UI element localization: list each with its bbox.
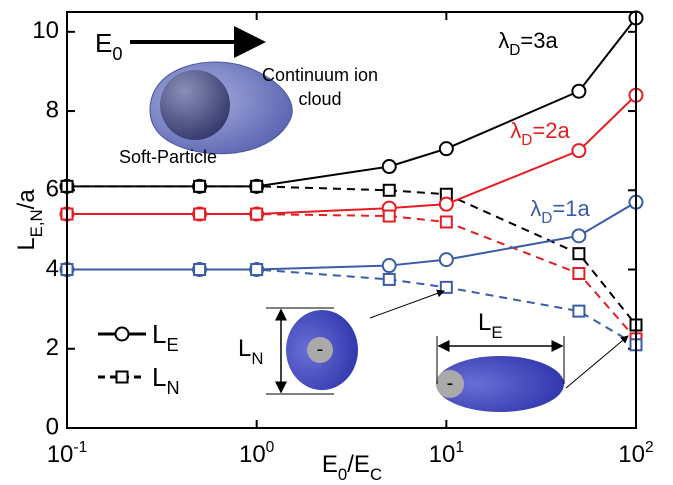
y-axis-label: LE,N/a	[13, 189, 46, 251]
series-label: λD=1a	[530, 196, 590, 227]
series-label: λD=3a	[498, 28, 558, 59]
marker	[384, 211, 395, 222]
marker	[251, 264, 262, 275]
marker	[117, 372, 128, 383]
marker	[383, 160, 396, 173]
particle-label: Soft-Particle	[119, 147, 217, 167]
text-part: 0	[112, 44, 122, 64]
text-part: =2a	[532, 118, 570, 143]
y-tick-label: 0	[46, 413, 59, 440]
text-part: λ	[530, 196, 541, 221]
series-label: λD=2a	[510, 118, 570, 149]
pointer-arrow	[370, 291, 444, 318]
series-line	[67, 186, 636, 325]
text-part: D	[509, 42, 520, 59]
x-tick-label: 101	[429, 439, 464, 469]
marker	[384, 185, 395, 196]
text-part: E	[491, 323, 502, 342]
marker	[573, 268, 584, 279]
cloud-label: Continuum ion	[262, 65, 378, 85]
marker	[572, 85, 585, 98]
marker	[383, 259, 396, 272]
charge-label: -	[317, 338, 324, 360]
text-part: E,N	[27, 209, 46, 237]
text-part: 0	[338, 465, 347, 484]
chart: 024681010-1100101102 E0 Continuum ion cl…	[0, 0, 673, 485]
marker	[194, 209, 205, 220]
marker	[572, 144, 585, 157]
legend-label: LE	[152, 319, 179, 355]
marker	[194, 264, 205, 275]
text-part: λ	[510, 118, 521, 143]
text-part: D	[521, 132, 532, 149]
text-part: L	[478, 309, 491, 336]
marker	[384, 274, 395, 285]
inset-label: LN	[238, 335, 263, 368]
marker	[573, 306, 584, 317]
field-label: E0	[95, 28, 122, 64]
text-part: N	[166, 378, 179, 398]
text-part: E	[95, 28, 112, 58]
text-part: N	[251, 349, 263, 368]
text-part: L	[152, 319, 166, 349]
marker	[440, 142, 453, 155]
inset-label: LE	[478, 309, 503, 342]
text-part: /a	[13, 189, 40, 210]
text-part: C	[370, 465, 382, 484]
text-part: E	[322, 451, 338, 478]
text-part: L	[13, 237, 40, 250]
marker	[251, 181, 262, 192]
text-part: L	[238, 335, 251, 362]
text-part: E	[166, 335, 178, 355]
marker	[440, 253, 453, 266]
y-tick-label: 6	[46, 176, 59, 203]
pointer-arrow	[566, 336, 628, 388]
cloud-label: cloud	[298, 89, 341, 109]
y-tick-label: 4	[46, 255, 59, 282]
marker	[194, 181, 205, 192]
marker	[251, 209, 262, 220]
text-part: /E	[347, 451, 370, 478]
text-part: λ	[498, 28, 509, 53]
particle-core	[160, 70, 230, 140]
text-part: =3a	[520, 28, 558, 53]
text-part: D	[541, 210, 552, 227]
charge-label: -	[447, 372, 454, 394]
marker	[573, 248, 584, 259]
x-tick-label: 102	[618, 439, 653, 469]
y-tick-label: 2	[46, 334, 59, 361]
x-tick-label: 10-1	[47, 439, 88, 469]
x-tick-label: 100	[239, 439, 275, 469]
y-tick-label: 10	[32, 17, 59, 44]
marker	[572, 229, 585, 242]
x-axis-label: E0/EC	[322, 451, 382, 484]
marker	[440, 198, 453, 211]
marker	[441, 216, 452, 227]
y-tick-label: 8	[46, 96, 59, 123]
marker	[116, 328, 129, 341]
legend-label: LN	[152, 362, 180, 398]
text-part: L	[152, 362, 166, 392]
text-part: =1a	[552, 196, 590, 221]
